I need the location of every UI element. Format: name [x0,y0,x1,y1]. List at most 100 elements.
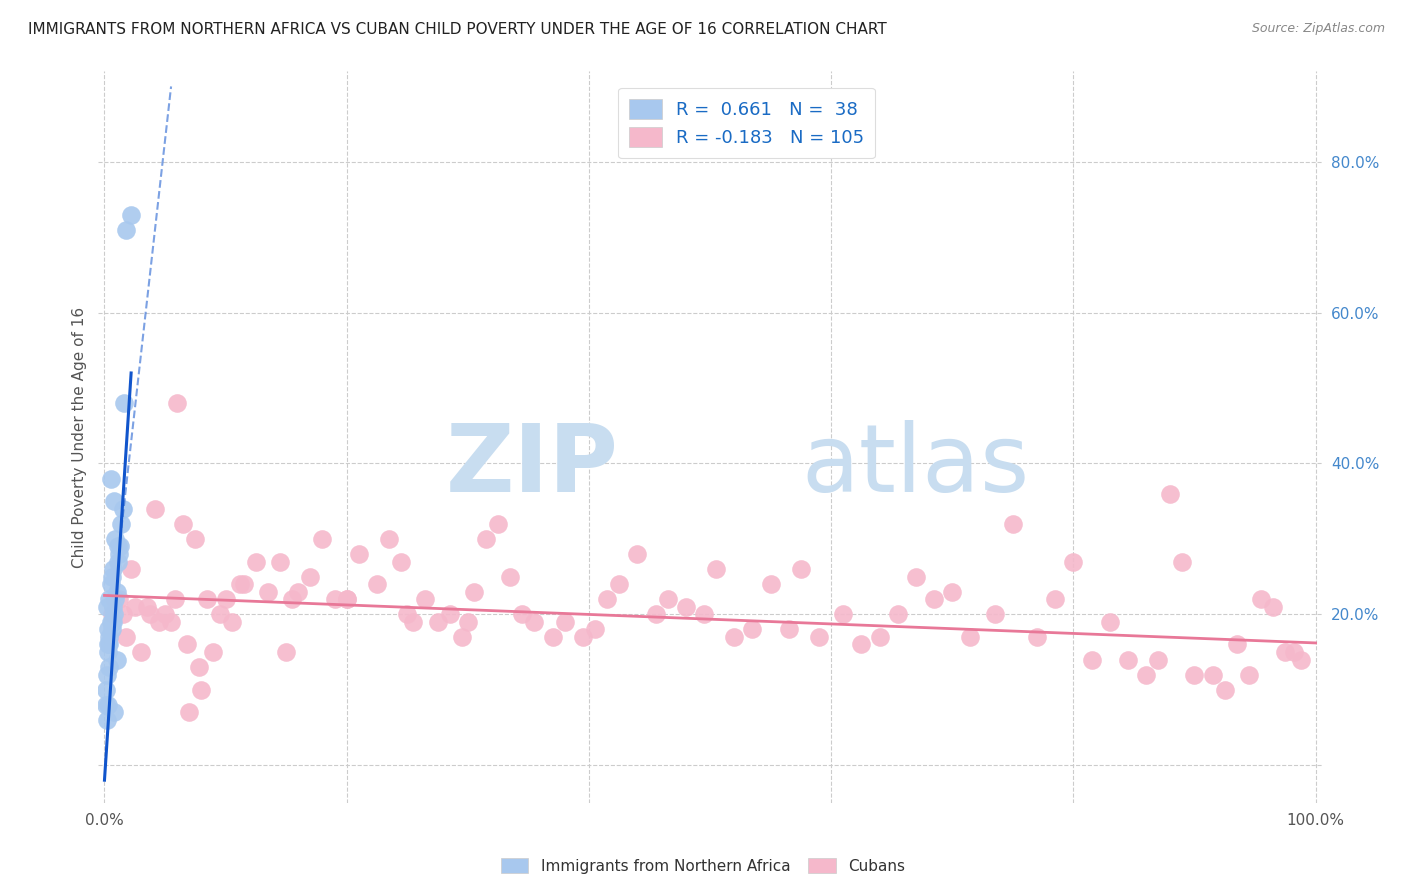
Legend: Immigrants from Northern Africa, Cubans: Immigrants from Northern Africa, Cubans [495,852,911,880]
Point [176,637,198,651]
Point [245,554,267,568]
Point [510,607,533,622]
Text: Source: ZipAtlas.com: Source: ZipAtlas.com [1251,22,1385,36]
Point [311,532,333,546]
Point [104,532,127,546]
Point [108,592,131,607]
Point [704,562,727,576]
Point [269,554,291,568]
Point [1135,667,1157,681]
Point [103,607,125,622]
Point [96,667,118,681]
Point [129,645,152,659]
Point [202,645,225,659]
Point [941,584,963,599]
Point [172,516,194,531]
Point [523,615,546,629]
Point [778,623,800,637]
Point [208,607,231,622]
Point [166,396,188,410]
Text: IMMIGRANTS FROM NORTHERN AFRICA VS CUBAN CHILD POVERTY UNDER THE AGE OF 16 CORRE: IMMIGRANTS FROM NORTHERN AFRICA VS CUBAN… [28,22,887,37]
Point [1201,667,1223,681]
Point [97,698,120,712]
Text: atlas: atlas [801,420,1031,512]
Point [97,623,120,637]
Point [1226,637,1249,651]
Point [336,592,359,607]
Point [103,706,125,720]
Point [110,540,132,554]
Point [402,615,425,629]
Point [450,630,472,644]
Point [124,599,146,614]
Point [959,630,981,644]
Point [439,607,461,622]
Point [100,615,122,629]
Point [626,547,648,561]
Point [1213,682,1236,697]
Point [832,607,855,622]
Point [190,682,212,697]
Point [104,592,127,607]
Point [887,607,910,622]
Point [922,592,945,607]
Point [148,615,170,629]
Point [221,615,243,629]
Point [179,706,201,720]
Point [111,607,134,622]
Point [983,607,1005,622]
Point [98,592,121,607]
Y-axis label: Child Poverty Under the Age of 16: Child Poverty Under the Age of 16 [72,307,87,567]
Point [463,584,485,599]
Point [1001,516,1024,531]
Point [554,615,576,629]
Point [153,607,176,622]
Point [1116,652,1139,666]
Point [1184,667,1206,681]
Point [105,652,128,666]
Point [139,607,162,622]
Point [287,584,309,599]
Point [163,592,186,607]
Point [101,615,124,629]
Point [111,501,134,516]
Point [572,630,595,644]
Point [336,592,359,607]
Point [94,698,117,712]
Point [607,577,630,591]
Point [389,554,412,568]
Point [1282,645,1305,659]
Point [214,592,236,607]
Point [1062,554,1084,568]
Point [1237,667,1260,681]
Point [1159,486,1181,500]
Point [115,223,138,237]
Point [323,592,346,607]
Point [108,547,131,561]
Point [693,607,716,622]
Point [741,623,763,637]
Point [101,599,124,614]
Point [103,494,125,508]
Point [100,577,122,591]
Text: ZIP: ZIP [446,420,619,512]
Point [426,615,449,629]
Point [486,516,509,531]
Point [97,645,120,659]
Point [1026,630,1049,644]
Point [415,592,437,607]
Point [1250,592,1272,607]
Point [675,599,697,614]
Point [94,682,117,697]
Point [101,562,124,576]
Point [1171,554,1194,568]
Point [105,584,128,599]
Point [723,630,745,644]
Point [98,630,121,644]
Point [276,645,298,659]
Point [541,630,564,644]
Point [583,623,606,637]
Point [759,577,782,591]
Point [107,540,129,554]
Point [1080,652,1102,666]
